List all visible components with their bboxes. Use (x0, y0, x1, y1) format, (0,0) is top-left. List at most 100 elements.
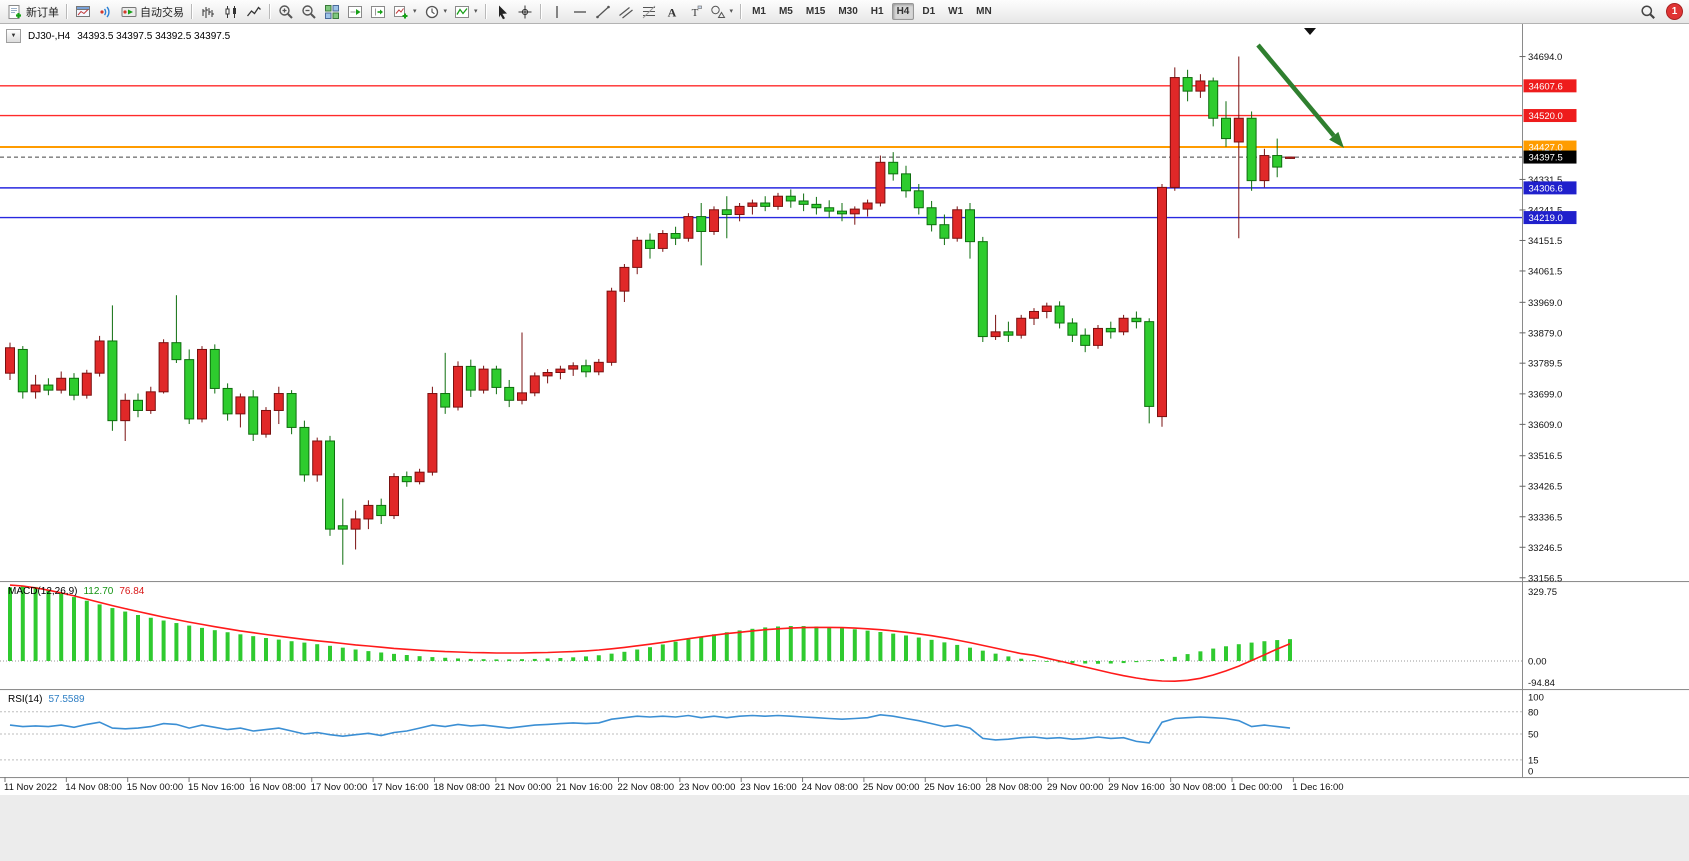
timeframe-d1[interactable]: D1 (922, 6, 936, 17)
crosshair-icon (518, 5, 532, 18)
candle-body (209, 348, 220, 389)
price-badge-label: 34427.0 (1529, 143, 1563, 154)
price-badge-label: 34520.0 (1529, 111, 1563, 122)
timeframe-mn[interactable]: MN (976, 6, 992, 17)
vertical-line-button[interactable] (546, 2, 568, 22)
candle-body (798, 200, 809, 205)
profiles-button[interactable] (72, 2, 94, 22)
rsi-line (9, 713, 1291, 744)
notification-badge[interactable]: 1 (1666, 3, 1683, 20)
crosshair-button[interactable] (514, 2, 536, 22)
channel-button[interactable] (615, 2, 637, 22)
candle-body (299, 426, 310, 476)
price-badge (1523, 140, 1577, 154)
autotrade-button[interactable]: 自动交易 (118, 2, 187, 22)
price-axis-label: 33336.5 (1528, 512, 1562, 523)
candle-body (837, 210, 847, 215)
price-axis-label: 33699.0 (1528, 389, 1562, 400)
period-clock-button[interactable]: ▾ (421, 2, 451, 22)
trend-arrow-head[interactable] (1329, 131, 1344, 148)
candle-body (1182, 77, 1193, 92)
autoscroll-button[interactable] (344, 2, 366, 22)
macd-histogram-bar (1288, 639, 1292, 661)
trend-arrow-annotation[interactable] (1256, 43, 1336, 138)
timeframe-m15[interactable]: M15 (805, 6, 826, 17)
shapes-button[interactable]: ▾ (707, 2, 737, 22)
timeframe-w1[interactable]: W1 (948, 6, 964, 17)
zoom-out-button[interactable] (298, 2, 320, 22)
fibonacci-button[interactable] (638, 2, 660, 22)
candle-body (427, 393, 438, 473)
signal-button[interactable] (95, 2, 117, 22)
candle-body (657, 233, 668, 249)
macd-histogram-bar (289, 641, 294, 661)
macd-histogram-bar (33, 586, 38, 661)
timeframe-h4[interactable]: H4 (891, 3, 915, 20)
price-axis-label: 34241.5 (1528, 205, 1562, 216)
toolbar-separator (484, 4, 487, 19)
timeframe-m30[interactable]: M30 (838, 6, 858, 17)
panel-separator-highlight (0, 582, 1689, 583)
timeframe-m5[interactable]: M5 (778, 6, 793, 17)
candle-body (1157, 186, 1167, 418)
macd-histogram-bar (814, 626, 819, 661)
trendline-button[interactable] (592, 2, 614, 22)
panel-separator[interactable] (0, 777, 1689, 778)
macd-histogram-bar (1134, 661, 1139, 663)
macd-histogram-bar (123, 611, 128, 661)
search-button[interactable] (1637, 2, 1659, 22)
tile-windows-button[interactable] (321, 2, 343, 22)
one-click-trading-toggle[interactable]: ▼ (6, 29, 21, 43)
chart-shift-button[interactable] (367, 2, 389, 22)
macd-histogram-bar (187, 625, 192, 661)
horizontal-line-button[interactable] (569, 2, 591, 22)
bar-chart-button[interactable] (197, 2, 219, 22)
candle-body (1067, 322, 1078, 336)
candle-body (145, 391, 156, 411)
macd-histogram-bar (353, 649, 358, 661)
timeframe-h1[interactable]: H1 (870, 6, 884, 17)
macd-histogram-bar (571, 657, 576, 661)
time-axis-label: 17 Nov 00:00 (311, 782, 368, 793)
panel-separator[interactable] (0, 581, 1689, 582)
price-axis-label: 34061.5 (1528, 266, 1562, 277)
line-chart-button[interactable] (243, 2, 265, 22)
panel-separator[interactable] (0, 689, 1689, 690)
macd-histogram-bar (404, 655, 409, 661)
macd-histogram-bar (558, 658, 563, 661)
macd-histogram-bar (1032, 660, 1036, 661)
price-badge-label: 34397.5 (1529, 153, 1563, 164)
time-axis-label: 29 Nov 16:00 (1108, 782, 1165, 793)
candle-body (747, 202, 758, 207)
price-badge (1523, 109, 1577, 123)
rsi-value: 57.5589 (48, 694, 85, 705)
autotrade-icon (121, 6, 137, 17)
candle-body (465, 365, 476, 391)
dropdown-caret-icon: ▾ (413, 8, 417, 15)
label-button[interactable]: T (684, 2, 706, 22)
candle-body (888, 161, 899, 175)
macd-histogram-bar (264, 638, 268, 661)
candlestick-chart-button[interactable] (220, 2, 242, 22)
toolbar-separator (539, 4, 542, 19)
macd-histogram-bar (340, 647, 345, 661)
chart-shift-marker[interactable] (1304, 28, 1316, 35)
candle-body (517, 392, 527, 401)
cursor-button[interactable] (491, 2, 513, 22)
price-badge (1523, 181, 1577, 195)
macd-histogram-bar (1224, 646, 1228, 661)
zoom-in-button[interactable] (275, 2, 297, 22)
template-button[interactable]: ▾ (451, 2, 481, 22)
candle-body (709, 209, 719, 232)
candle-body (158, 342, 169, 393)
new-chart-button[interactable]: ▾ (390, 2, 420, 22)
timeframe-m1[interactable]: M1 (752, 6, 766, 17)
candle-body (453, 365, 463, 408)
candle-body (824, 207, 835, 212)
price-chart-svg[interactable]: 34694.0 34331.5 34241.5 34151.5 34061.5 33969… (0, 24, 1689, 861)
candle-body (401, 476, 412, 483)
text-button[interactable]: A (661, 2, 683, 22)
time-axis-label: 18 Nov 08:00 (433, 782, 490, 793)
candle-body (261, 409, 271, 435)
new-order-button[interactable]: 新订单 (4, 2, 62, 22)
